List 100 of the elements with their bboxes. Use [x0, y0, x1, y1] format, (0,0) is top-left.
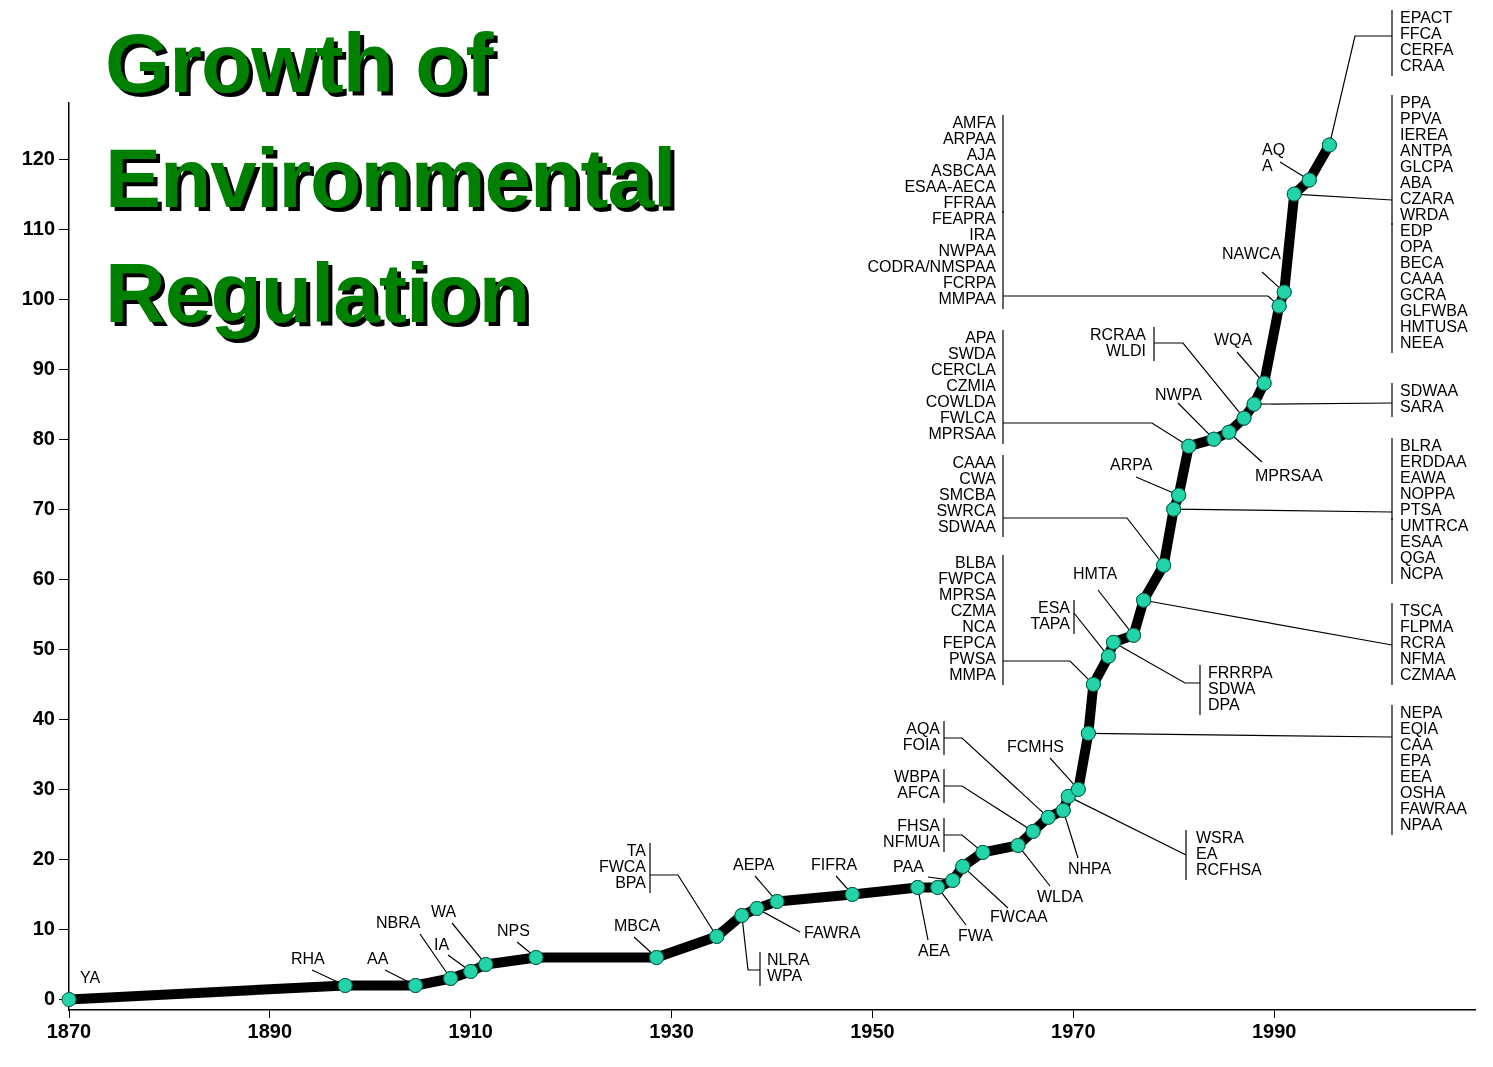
point — [1070, 781, 1086, 797]
point — [407, 977, 423, 993]
annotation: AEPA — [733, 856, 775, 874]
annotation: NLRA WPA — [767, 951, 811, 985]
annotation: WLDA — [1037, 888, 1084, 906]
y-tick-label: 120 — [21, 146, 55, 169]
annotation: FAWRA — [804, 924, 861, 942]
annotation: AQ A — [1262, 141, 1286, 175]
annotation: EPACT FFCA CERFA CRAA — [1400, 9, 1454, 75]
y-tick-label: 30 — [32, 776, 55, 799]
annotation: PAA — [893, 858, 925, 876]
annotation: BLRA ERDDAA EAWA NOPPA PTSA — [1400, 437, 1468, 519]
point — [955, 858, 971, 874]
annotation: NWPA — [1155, 386, 1203, 404]
point — [1040, 809, 1056, 825]
y-tick-label: 80 — [32, 426, 55, 449]
annotation: IA — [434, 936, 450, 954]
annotation: EDP OPA BECA CAAA GCRA GLFWBA HMTUSA NEEA — [1400, 222, 1468, 352]
point — [1136, 592, 1152, 608]
point — [1181, 438, 1197, 454]
x-tick-label: 1990 — [1251, 1019, 1297, 1042]
chart-title: Growth of Environmental Regulation — [105, 15, 677, 342]
annotation: CAAA CWA SMCBA SWRCA SDWAA — [936, 454, 997, 536]
annotation: HMTA — [1073, 565, 1118, 583]
y-tick-label: 110 — [22, 216, 55, 239]
point — [1271, 298, 1287, 314]
point — [337, 977, 353, 993]
annotation: AEA — [918, 942, 951, 960]
annotation: FEAPRA IRA NWPAA CODRA/NMSPAA FCRPA MMPAA — [867, 210, 997, 308]
point — [975, 844, 991, 860]
annotation: UMTRCA ESAA QGA NCPA — [1400, 517, 1469, 583]
point — [1025, 823, 1041, 839]
x-tick-label: 1930 — [649, 1019, 694, 1042]
annotation: MPRSAA — [1255, 467, 1323, 485]
annotation: NHPA — [1068, 860, 1112, 878]
point — [1276, 284, 1292, 300]
annotation: FIFRA — [811, 856, 858, 874]
y-tick-label: 60 — [32, 566, 55, 589]
annotation: FWCAA — [990, 908, 1049, 926]
y-tick-label: 100 — [21, 286, 55, 309]
point — [1236, 410, 1252, 426]
point — [769, 893, 785, 909]
point — [1206, 431, 1222, 447]
annotation: TSCA FLPMA RCRA NFMA CZMAA — [1400, 602, 1457, 684]
annotation: PPA PPVA IEREA ANTPA GLCPA ABA CZARA WRDA — [1400, 94, 1455, 224]
annotation: TA FWCA BPA — [598, 842, 647, 892]
annotation: RCRAA WLDI — [1089, 326, 1147, 360]
point — [910, 879, 926, 895]
point — [1010, 837, 1026, 853]
point — [1256, 375, 1272, 391]
annotation: YA — [80, 969, 101, 987]
y-tick-label: 10 — [32, 916, 55, 939]
x-tick-label: 1870 — [46, 1019, 92, 1042]
point — [1321, 137, 1337, 153]
annotation: WBPA AFCA — [894, 768, 941, 802]
point — [443, 970, 459, 986]
point — [463, 963, 479, 979]
annotation: WSRA EA RCFHSA — [1196, 829, 1263, 879]
point — [1105, 634, 1121, 650]
annotation: MBCA — [614, 917, 661, 935]
y-tick-label: 20 — [32, 846, 55, 869]
point — [1126, 627, 1142, 643]
annotation: WQA — [1214, 331, 1253, 349]
annotation: WA — [431, 903, 457, 921]
y-tick-label: 0 — [43, 987, 55, 1010]
y-tick-label: 70 — [32, 496, 55, 519]
point — [1171, 487, 1187, 503]
point — [528, 949, 544, 965]
point — [1301, 172, 1317, 188]
annotation: SDWAA SARA — [1400, 382, 1459, 416]
point — [945, 872, 961, 888]
point — [844, 886, 860, 902]
x-tick-label: 1890 — [247, 1019, 293, 1042]
point — [734, 907, 750, 923]
x-tick-label: 1950 — [850, 1019, 895, 1042]
point — [930, 879, 946, 895]
annotation: RHA — [291, 950, 326, 968]
annotation: NEPA EQIA CAA EPA EEA OSHA FAWRAA NPAA — [1400, 704, 1468, 834]
point — [1080, 725, 1096, 741]
x-tick-label: 1910 — [448, 1019, 493, 1042]
annotation: NBRA — [376, 914, 421, 932]
point — [1166, 501, 1182, 517]
point — [649, 949, 665, 965]
point — [749, 900, 765, 916]
point — [1055, 802, 1071, 818]
y-tick-label: 50 — [32, 636, 55, 659]
annotation: APA SWDA CERCLA CZMIA COWLDA FWLCA MPRSAA — [925, 329, 997, 443]
point — [1060, 788, 1076, 804]
x-tick-label: 1970 — [1051, 1019, 1096, 1042]
point — [478, 956, 494, 972]
annotation: NAWCA — [1222, 245, 1282, 263]
annotation: AQA FOIA — [902, 720, 941, 754]
annotation: AA — [367, 950, 389, 968]
point — [1286, 186, 1302, 202]
annotation: ESA TAPA — [1030, 599, 1071, 633]
point — [1246, 396, 1262, 412]
annotation: FHSA NFMUA — [883, 817, 941, 851]
point — [1221, 424, 1237, 440]
annotation: FRRRPA SDWA DPA — [1208, 664, 1273, 714]
y-tick-label: 40 — [32, 706, 55, 729]
